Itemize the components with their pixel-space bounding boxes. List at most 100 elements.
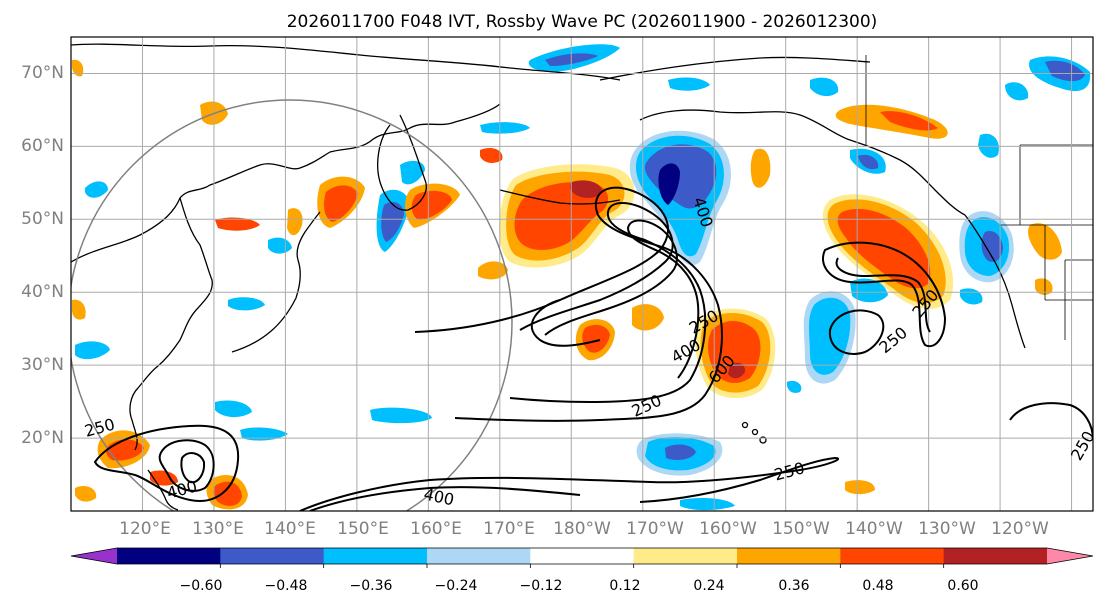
negative-region-125w-strong [981, 230, 1003, 262]
colorbar-outline [70, 547, 1094, 565]
coastline-hawaii-a [741, 421, 749, 429]
political-borders [865, 55, 1093, 340]
colorbar-tick-label: 0.24 [693, 578, 724, 594]
ivt-contour-600-sw [180, 452, 206, 484]
positive-blob-asia-s [150, 470, 178, 486]
negative-blob-asia-i [228, 297, 265, 311]
colorbar-tick-label: −0.48 [265, 578, 308, 594]
positive-blob-asia-k [72, 299, 86, 320]
positive-blob-se-d [1035, 278, 1053, 295]
positive-blob-180-south [478, 261, 508, 280]
colorbar-segment [737, 548, 841, 564]
coastline-alaska [639, 109, 966, 216]
colorbar-segment [323, 548, 428, 564]
colorbar-segment [840, 548, 945, 564]
lat-label: 30°N [21, 355, 64, 375]
ivt-contour-250-main [414, 186, 723, 422]
negative-blob-asia-d [400, 160, 425, 185]
lon-label: 140°E [264, 519, 316, 539]
lon-label: 160°W [699, 519, 757, 539]
negative-region-20n-160w-strong [665, 444, 696, 460]
lon-label: 130°W [918, 519, 976, 539]
lon-label: 150°W [772, 519, 830, 539]
negative-blob-north-d [810, 77, 839, 97]
negative-region-ne-strong [1045, 60, 1085, 82]
negative-region-aleutian-core [658, 163, 680, 205]
border-us-states-b [1064, 259, 1093, 340]
colorbar-tick-label: −0.60 [180, 578, 223, 594]
negative-blob-north-c [480, 122, 530, 134]
colorbar-tick-label: 0.36 [778, 578, 809, 594]
colorbar-tick-label: 0.48 [862, 578, 893, 594]
lon-label: 160°E [410, 519, 462, 539]
positive-blob-asia-a-strong [324, 185, 358, 222]
negative-blob-asia-j [85, 181, 108, 198]
latitude-axis: 70°N 60°N 50°N 40°N 30°N 20°N [21, 63, 64, 448]
negative-blob-se-b [680, 498, 735, 511]
positive-region-160w-core [728, 362, 746, 379]
positive-blob-175w-c [632, 304, 664, 331]
colorbar-tick-label: −0.24 [435, 578, 478, 594]
colorbar-extend-low [71, 548, 117, 564]
rossby-domain-circle [71, 99, 513, 511]
negative-blob-asia-h [268, 237, 292, 254]
ivt-contour-600-inner [544, 219, 700, 379]
coastline-hawaii-b [751, 428, 759, 436]
colorbar-segment [633, 548, 738, 564]
negative-blob-se-f [786, 380, 802, 393]
negative-blob-140w-40n [850, 278, 888, 303]
lat-label: 20°N [21, 428, 64, 448]
positive-blob-asia-q-strong [213, 481, 242, 506]
positive-region-dateline-core [570, 180, 602, 198]
lat-label: 70°N [21, 63, 64, 83]
positive-blob-se-c [750, 148, 771, 188]
colorbar-tick-label: −0.12 [520, 578, 563, 594]
coastline-na-west [964, 214, 1026, 349]
lon-label: 120°W [991, 519, 1049, 539]
negative-blob-north-h-strong [858, 154, 879, 170]
lon-label: 130°E [192, 519, 244, 539]
coastline-hawaii-c [759, 436, 767, 444]
lon-label: 180°W [553, 519, 611, 539]
negative-blob-asia-m [75, 341, 110, 360]
map-frame [70, 36, 1094, 512]
coastline-aleutians [499, 189, 621, 205]
lon-label: 170°E [483, 519, 535, 539]
negative-blob-asia-t [370, 407, 432, 424]
positive-blob-asia-l [72, 59, 84, 77]
coastline-korea-china [129, 197, 213, 451]
colorbar-tick-label: 0.12 [609, 578, 640, 594]
colorbar-segment [117, 548, 221, 564]
ivt-contour-400-south [309, 486, 581, 511]
ivt-contours [93, 186, 1093, 511]
lat-label: 60°N [21, 136, 64, 156]
negative-blob-asia-b-strong [381, 201, 404, 242]
positive-blob-175w-b [582, 324, 610, 353]
lat-label: 40°N [21, 282, 64, 302]
coastline-russia-north [71, 43, 621, 81]
coastline-japan [231, 211, 321, 353]
lat-label: 50°N [21, 209, 64, 229]
ivt-contour-250-sw [93, 424, 240, 502]
lon-label: 120°E [119, 519, 171, 539]
coastline-philippines [147, 469, 179, 511]
colorbar-tick-label: 0.60 [947, 578, 978, 594]
figure-title: 2026011700 F048 IVT, Rossby Wave PC (202… [287, 12, 878, 32]
negative-blob-asia-n [215, 400, 252, 418]
colorbar-labels: −0.60 −0.48 −0.36 −0.24 −0.12 0.12 0.24 … [180, 578, 979, 594]
ivt-contour-250-150w [828, 309, 885, 355]
coastline-kamchatka [377, 114, 427, 211]
colorbar [70, 547, 1094, 568]
colorbar-segment [530, 548, 635, 564]
positive-blob-se-a [845, 480, 875, 495]
ivt-contour-250-140w [822, 241, 947, 348]
ivt-contour-400-140w [835, 257, 931, 333]
colorbar-segment [943, 548, 1048, 564]
ivt-contour-250-south [299, 456, 839, 511]
negative-blob-north-b [668, 77, 710, 91]
ivt-contour-250-tongue [530, 299, 601, 347]
ivt-contour-400-sw [158, 439, 215, 492]
positive-blob-asia-e [215, 217, 260, 231]
graticule [71, 37, 1093, 511]
